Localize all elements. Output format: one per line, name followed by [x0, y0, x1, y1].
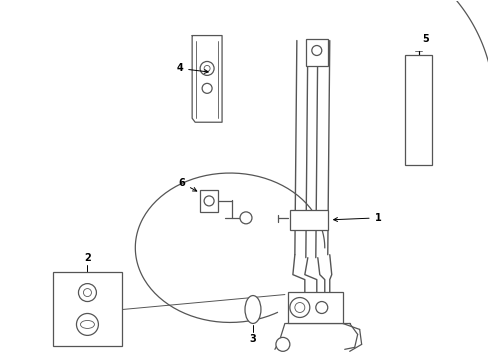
Bar — [289, 210, 327, 230]
Circle shape — [275, 337, 289, 351]
Circle shape — [78, 284, 96, 302]
Text: 2: 2 — [84, 253, 91, 263]
Bar — [200, 190, 218, 212]
Bar — [52, 272, 122, 346]
Text: 6: 6 — [178, 178, 196, 191]
Ellipse shape — [244, 296, 261, 323]
Bar — [305, 39, 327, 67]
Circle shape — [202, 84, 212, 93]
Circle shape — [200, 62, 214, 75]
Circle shape — [315, 302, 327, 314]
Circle shape — [83, 289, 91, 297]
Circle shape — [76, 314, 98, 336]
Circle shape — [311, 45, 321, 55]
Circle shape — [294, 302, 304, 312]
Circle shape — [203, 66, 210, 71]
Ellipse shape — [81, 320, 94, 328]
Circle shape — [240, 212, 251, 224]
Text: 5: 5 — [422, 33, 428, 44]
Bar — [287, 292, 342, 323]
Text: 1: 1 — [333, 213, 381, 223]
Text: 4: 4 — [176, 63, 208, 73]
Bar — [404, 55, 431, 165]
Circle shape — [289, 298, 309, 318]
Text: 3: 3 — [249, 334, 256, 345]
Circle shape — [203, 196, 214, 206]
